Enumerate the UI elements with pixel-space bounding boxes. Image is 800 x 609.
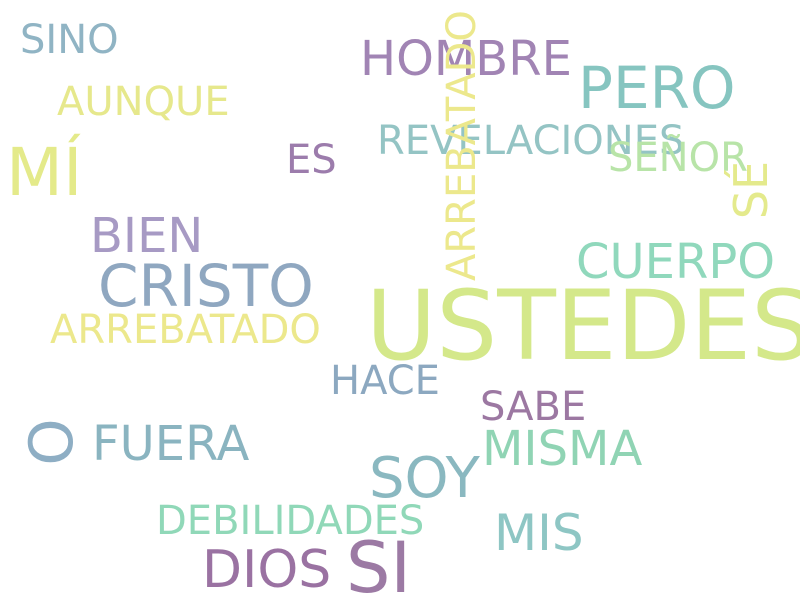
word-cristo: CRISTO (98, 252, 314, 320)
word-aunque: REVELACIONES (377, 118, 685, 164)
word-mis: DIOS (202, 540, 332, 600)
word-sino: SÉ (724, 160, 778, 220)
word-es: SEÑOR (608, 135, 748, 181)
word-soy: SOY (369, 446, 480, 511)
word-senor: AUNQUE (57, 79, 230, 125)
word-debilidades: ARREBATADO (50, 307, 321, 353)
word-o: MISMA (482, 421, 643, 477)
word-ustedes: USTEDES (366, 270, 800, 382)
word-el: ES (286, 137, 337, 183)
word-arrebatado: SABE (480, 384, 587, 430)
word-misma: FUERA (92, 416, 250, 472)
word-si: SI (346, 527, 412, 609)
word-revelaciones: DEBILIDADES (156, 498, 425, 544)
word-se: CUERPO (576, 234, 776, 290)
word-pero: PERO (578, 54, 736, 122)
word-cuerpo: SINO (20, 17, 119, 63)
word-sabe: HACE (330, 358, 440, 404)
word-mi: MÍ (6, 134, 83, 211)
word-hombre: BIEN (90, 208, 204, 264)
word-fuera: HOMBRE (360, 31, 572, 87)
word-bien: MIS (494, 504, 584, 562)
word-hace: ARREBATADO (439, 10, 485, 281)
word-dios: O (17, 418, 87, 466)
